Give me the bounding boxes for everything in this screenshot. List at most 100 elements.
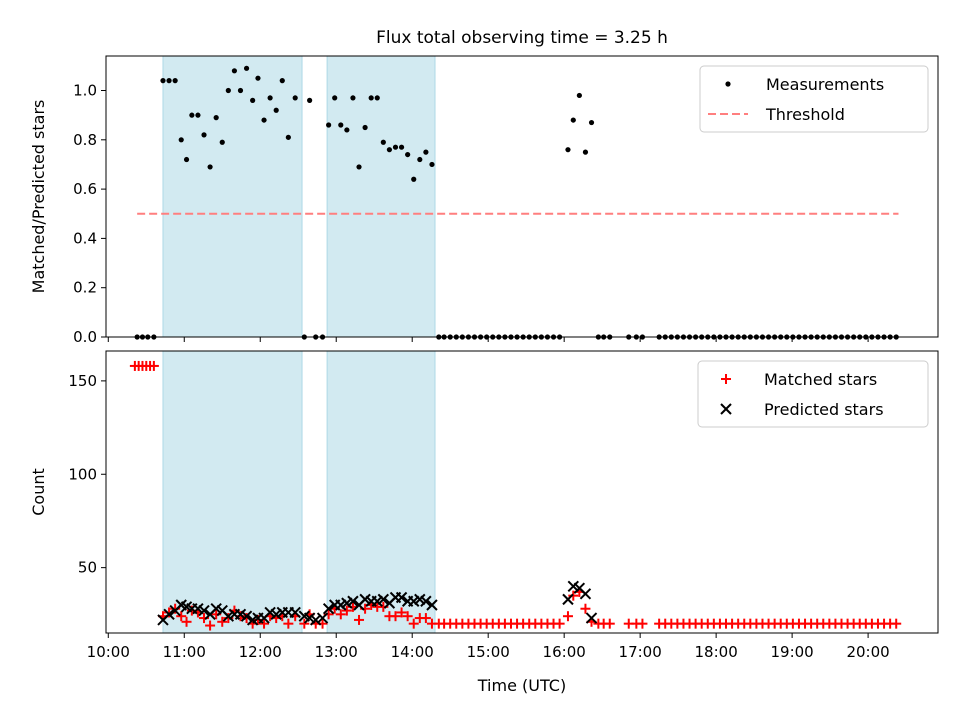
- measurement-point: [279, 78, 285, 84]
- y-tick-label: 1.0: [73, 82, 97, 100]
- measurement-point: [231, 68, 238, 74]
- measurement-point: [344, 127, 350, 133]
- measurement-point: [292, 95, 298, 101]
- measurement-point: [255, 75, 261, 81]
- measurement-point: [267, 95, 273, 101]
- legend-measurement-marker: [725, 81, 731, 87]
- shaded-interval-0: [162, 350, 303, 634]
- predicted-point: [377, 593, 390, 606]
- series-measurements: [134, 65, 899, 340]
- measurement-point: [183, 156, 190, 163]
- measurement-point: [411, 176, 417, 182]
- shaded-interval-1: [326, 55, 436, 338]
- legend-label: Measurements: [766, 75, 884, 94]
- y-tick-label: 100: [68, 465, 97, 483]
- y-tick-label: 0.2: [73, 279, 97, 297]
- x-tick-label: 12:00: [239, 643, 282, 661]
- series-predicted-stars: [157, 580, 598, 626]
- x-tick-label: 11:00: [163, 643, 206, 661]
- predicted-point: [316, 612, 329, 624]
- legend: Measurements Threshold: [699, 65, 929, 133]
- chart-title: Flux total observing time = 3.25 h: [376, 28, 668, 48]
- matched-point: [408, 618, 419, 629]
- matched-point: [299, 618, 310, 629]
- x-tick-label: 10:00: [87, 643, 130, 661]
- measurement-point: [250, 97, 256, 103]
- x-tick-label: 17:00: [619, 643, 662, 661]
- matched-point: [335, 609, 346, 620]
- predicted-point: [198, 604, 210, 617]
- matched-point: [283, 618, 294, 629]
- measurement-point: [273, 107, 279, 113]
- predicted-point: [562, 593, 574, 606]
- measurement-point: [380, 139, 386, 145]
- axes-frame: [105, 55, 939, 338]
- predicted-point: [420, 595, 432, 607]
- measurement-point: [307, 97, 313, 103]
- axes-frame: [105, 350, 939, 634]
- matched-point: [181, 616, 192, 627]
- matched-point: [562, 611, 573, 622]
- series-matched-stars: [129, 360, 902, 631]
- legend-label: Predicted stars: [764, 400, 884, 419]
- measurement-point: [374, 95, 380, 101]
- matched-point: [554, 618, 565, 629]
- predicted-point: [310, 614, 322, 626]
- measurement-point: [172, 78, 178, 84]
- y-axis-label: Count: [29, 468, 48, 516]
- predicted-point: [163, 608, 175, 621]
- measurement-point: [576, 92, 582, 99]
- matched-point: [891, 618, 902, 629]
- x-tick-label: 20:00: [846, 643, 889, 661]
- measurement-point: [570, 117, 576, 123]
- legend: Matched stars Predicted stars: [697, 360, 929, 428]
- matched-point: [390, 611, 401, 622]
- matched-point: [259, 618, 270, 629]
- measurement-point: [362, 124, 368, 131]
- count-panel: 50 100 150 10:00 11:00 12:00 13:00 14:00 15:00 16…: [29, 350, 939, 695]
- measurement-point: [423, 149, 429, 155]
- matched-point: [341, 605, 352, 616]
- measurement-point: [565, 147, 571, 153]
- measurement-point: [398, 144, 405, 150]
- predicted-point: [585, 612, 598, 624]
- measurement-point: [405, 151, 411, 158]
- matched-point: [637, 618, 648, 629]
- measurement-point: [417, 156, 423, 163]
- predicted-point: [289, 606, 301, 619]
- x-tick-label: 18:00: [695, 643, 738, 661]
- y-axis-label: Matched/Predicted stars: [29, 100, 48, 294]
- measurement-point: [582, 149, 589, 155]
- x-tick-label: 13:00: [315, 643, 358, 661]
- legend-box: [697, 360, 929, 428]
- measurement-point: [219, 139, 225, 145]
- predicted-point: [579, 588, 592, 600]
- predicted-point: [347, 595, 359, 607]
- matched-point: [580, 603, 591, 614]
- predicted-point: [240, 610, 253, 622]
- y-tick-label: 0.6: [73, 180, 97, 198]
- x-tick-label: 19:00: [770, 643, 813, 661]
- predicted-point: [426, 599, 438, 611]
- measurement-point: [332, 95, 338, 101]
- measurement-point: [189, 112, 195, 118]
- y-tick-label: 0.8: [73, 131, 97, 149]
- x-tick-label: 16:00: [543, 643, 586, 661]
- matched-point: [568, 590, 579, 601]
- measurement-point: [285, 134, 291, 140]
- measurement-point: [392, 144, 399, 150]
- matched-point: [396, 607, 407, 618]
- matched-point: [148, 360, 159, 371]
- measurement-point: [207, 164, 213, 170]
- legend-label: Matched stars: [764, 370, 877, 389]
- measurement-point: [429, 161, 435, 168]
- y-tick-label: 0.0: [73, 328, 97, 346]
- y-tick-label: 50: [78, 559, 97, 577]
- legend-predicted-marker: [720, 403, 732, 415]
- measurement-point: [588, 119, 595, 126]
- measurement-point: [338, 122, 344, 128]
- predicted-point: [322, 603, 335, 615]
- measurement-point: [213, 115, 219, 121]
- measurement-point: [326, 122, 332, 128]
